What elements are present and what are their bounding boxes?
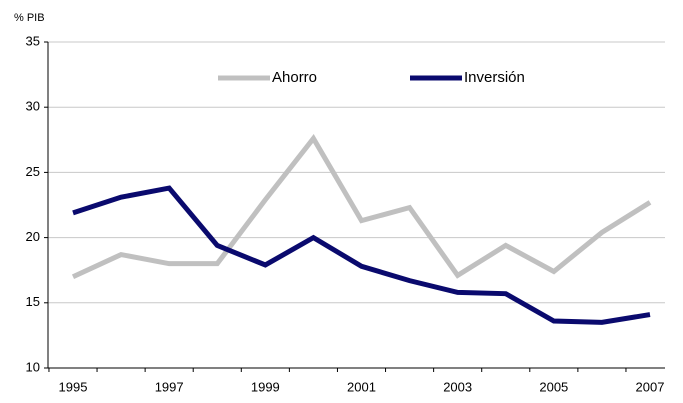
x-tick-label: 2007 (636, 379, 665, 394)
y-tick-label: 30 (26, 99, 40, 114)
series-line (71, 134, 652, 279)
x-tick-label: 1999 (251, 379, 280, 394)
y-tick-label: 25 (26, 164, 40, 179)
x-tick-label: 2005 (539, 379, 568, 394)
x-tick-label: 1995 (59, 379, 88, 394)
legend-label: Inversión (464, 69, 525, 86)
legend-label: Ahorro (272, 69, 317, 86)
x-tick-label: 2001 (347, 379, 376, 394)
y-tick-label: 15 (26, 294, 40, 309)
x-tick-label: 1997 (155, 379, 184, 394)
series-line (72, 185, 651, 325)
x-tick-label: 2003 (443, 379, 472, 394)
y-tick-label: 10 (26, 359, 40, 374)
y-axis-label: % PIB (14, 12, 45, 24)
y-tick-label: 20 (26, 229, 40, 244)
y-tick-label: 35 (26, 33, 40, 48)
